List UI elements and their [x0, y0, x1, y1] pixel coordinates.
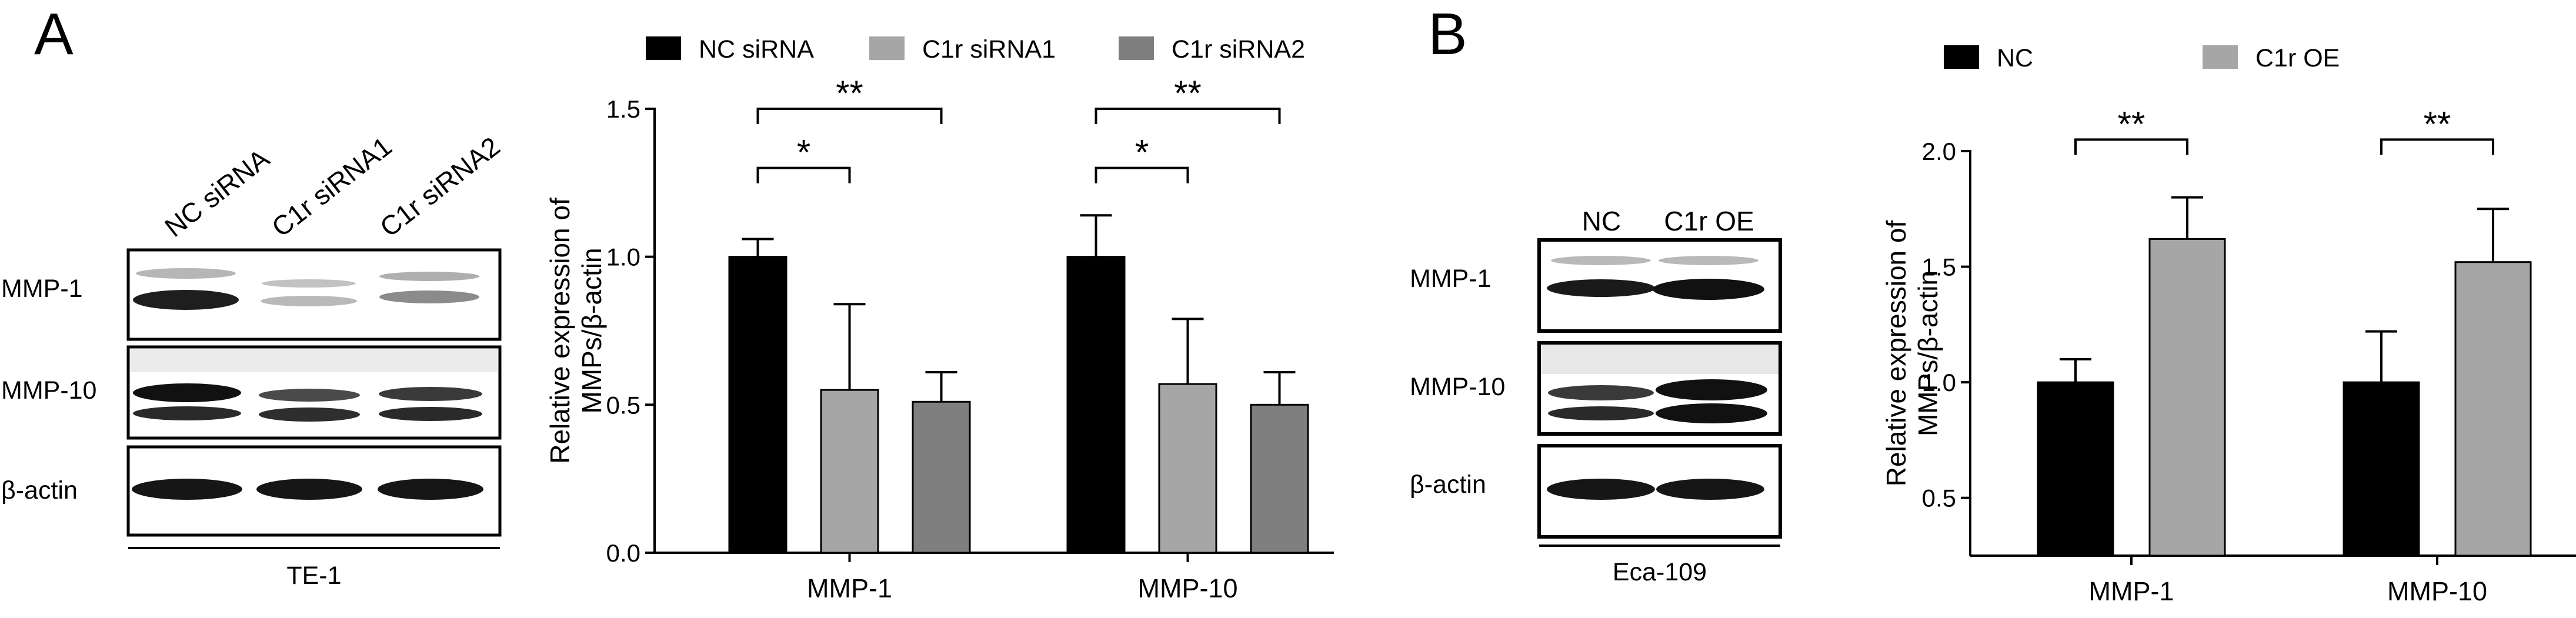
band — [259, 389, 360, 402]
band — [1656, 479, 1764, 500]
row-label-mmp1: MMP-1 — [1, 275, 83, 303]
significance-label: * — [1135, 133, 1149, 172]
band — [1656, 379, 1767, 400]
bar — [2454, 261, 2532, 557]
lane-label-nc: NC — [1582, 206, 1621, 236]
row-label-mmp10: MMP-10 — [1, 376, 96, 405]
y-tick-label: 1.0 — [606, 243, 640, 271]
bar — [728, 256, 788, 554]
bar — [1066, 256, 1126, 554]
band — [1548, 406, 1654, 420]
band — [133, 383, 241, 402]
x-category-label: MMP-1 — [807, 573, 892, 603]
significance-bracket — [2380, 138, 2494, 155]
bar — [2148, 238, 2226, 557]
x-category-label: MMP-10 — [1137, 573, 1237, 603]
band — [133, 290, 239, 310]
y-tick-label: 0.0 — [606, 539, 640, 567]
y-tick-label: 2.0 — [1922, 138, 1956, 165]
row-label-beta-actin: β-actin — [1, 476, 78, 505]
significance-bracket — [2074, 138, 2188, 155]
significance-bracket — [1095, 166, 1189, 183]
band — [1656, 403, 1767, 423]
legend-label: C1r OE — [2255, 44, 2340, 72]
y-tick-label: 1.5 — [1922, 253, 1956, 281]
significance-label: ** — [1174, 74, 1202, 113]
bar-chart-a: 0.0 0.5 1.0 1.5 Relative expression ofMMPs/β… — [545, 35, 1334, 603]
row-label-mmp1-b: MMP-1 — [1410, 265, 1491, 293]
bar — [912, 400, 971, 554]
band — [132, 479, 242, 500]
significance-bracket — [756, 166, 851, 183]
row-label-mmp10-b: MMP-10 — [1410, 373, 1505, 401]
band — [1548, 385, 1654, 400]
legend-swatch — [2203, 45, 2238, 69]
band — [262, 279, 356, 288]
band — [379, 387, 482, 401]
y-tick-label: 1.5 — [606, 95, 640, 123]
band — [379, 272, 479, 281]
significance-label: * — [797, 133, 810, 172]
western-blot-a: NC siRNA C1r siRNA1 C1r siRNA2 MMP-1 MMP… — [1, 131, 506, 590]
significance-bracket — [756, 108, 943, 124]
cell-line-label-a: TE-1 — [286, 562, 341, 590]
panel-letter-b: B — [1428, 1, 1467, 67]
legend-swatch — [1944, 45, 1979, 69]
blot-smear — [1541, 345, 1778, 374]
legend-label: NC siRNA — [699, 35, 814, 64]
y-axis-label: Relative expression ofMMPs/β-actin — [545, 198, 607, 464]
legend-label: NC — [1997, 44, 2033, 72]
band — [256, 479, 362, 500]
y-axis-label: Relative expression ofMMPs/β-actin — [1881, 221, 1943, 487]
panel-letter-a: A — [34, 1, 74, 67]
bar — [2037, 381, 2114, 557]
legend-label: C1r siRNA2 — [1172, 35, 1305, 64]
band — [259, 407, 360, 422]
bar — [2343, 381, 2420, 557]
lane-label-c1r-oe: C1r OE — [1664, 206, 1754, 236]
band — [1659, 256, 1759, 265]
y-tick-label: 0.5 — [606, 391, 640, 419]
band — [1551, 256, 1651, 265]
y-axis-label-line: MMPs/β-actin — [576, 248, 607, 413]
western-blot-b: NC C1r OE MMP-1 MMP-10 β-actin Eca-109 — [1410, 206, 1782, 586]
y-axis-label-line: Relative expression of — [545, 198, 575, 464]
x-category-label: MMP-1 — [2089, 576, 2174, 606]
lane-label-c1r-sirna2: C1r siRNA2 — [374, 131, 505, 242]
cell-line-label-b: Eca-109 — [1613, 558, 1707, 586]
band — [379, 407, 482, 421]
band — [261, 296, 357, 306]
band — [378, 479, 483, 500]
band — [133, 406, 241, 420]
legend-label: C1r siRNA1 — [922, 35, 1056, 64]
bar — [820, 389, 879, 554]
row-label-beta-actin-b: β-actin — [1410, 470, 1486, 499]
band — [1653, 279, 1764, 300]
band — [379, 290, 479, 303]
y-axis-label-line: Relative expression of — [1881, 221, 1911, 487]
lane-label-nc-sirna: NC siRNA — [159, 143, 275, 243]
y-axis-label-line: MMPs/β-actin — [1913, 270, 1943, 436]
legend-swatch — [646, 36, 681, 60]
bar — [1158, 383, 1217, 554]
legend-swatch — [869, 36, 905, 60]
x-category-label: MMP-10 — [2387, 576, 2487, 606]
lane-label-c1r-sirna1: C1r siRNA1 — [266, 131, 397, 242]
bar-chart-b: 0.5 1.0 1.5 2.0 Relative expression ofMMPs/β… — [1881, 44, 2576, 606]
significance-label: ** — [2118, 104, 2145, 143]
y-tick-label: 0.5 — [1922, 485, 1956, 512]
y-tick-label: 1.0 — [1922, 369, 1956, 396]
band — [1547, 279, 1655, 297]
blot-smear — [130, 349, 498, 372]
significance-label: ** — [836, 74, 863, 113]
band — [1547, 479, 1655, 500]
significance-label: ** — [2424, 104, 2451, 143]
legend-swatch — [1119, 36, 1154, 60]
band — [136, 268, 236, 279]
bar — [1250, 403, 1309, 554]
significance-bracket — [1095, 108, 1281, 124]
